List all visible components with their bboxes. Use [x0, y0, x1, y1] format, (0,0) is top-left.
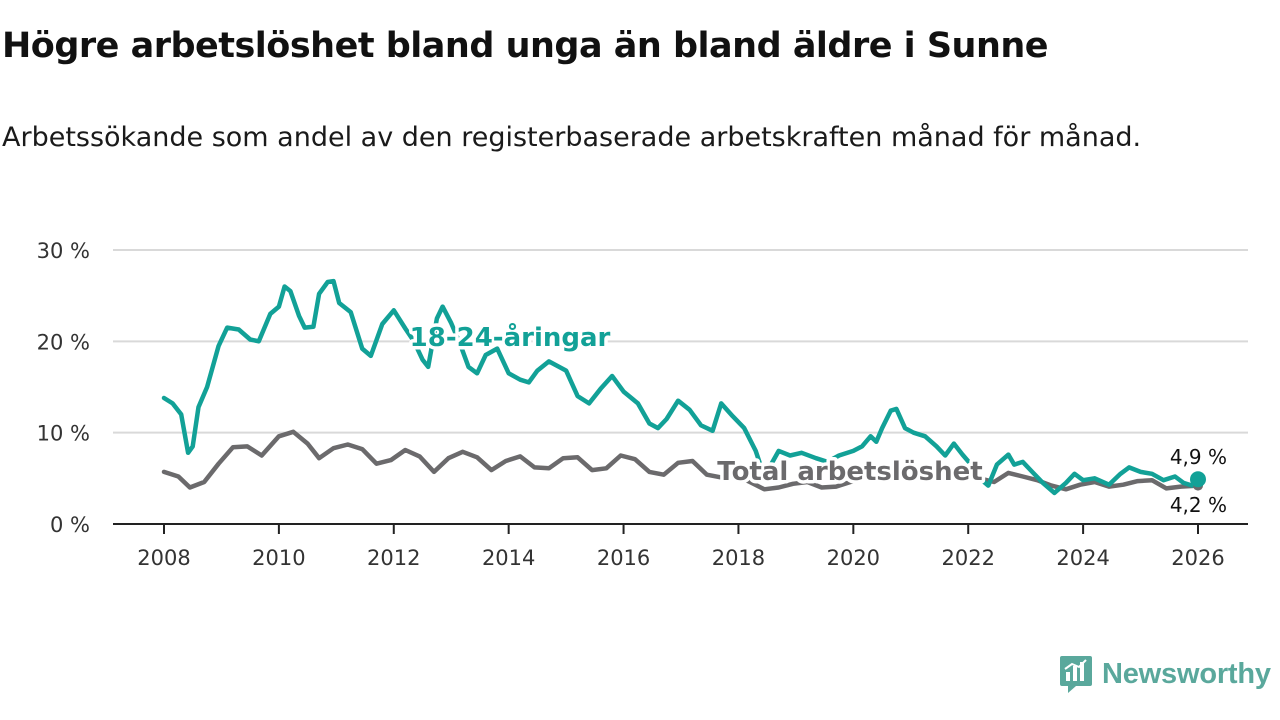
end-marker-youth [1190, 471, 1206, 488]
x-tick-label: 2018 [712, 546, 765, 570]
y-tick-label: 0 % [50, 513, 90, 537]
series-line-youth [161, 278, 1201, 496]
chart-subtitle: Arbetssökande som andel av den registerb… [2, 122, 1142, 153]
x-tick-label: 2016 [597, 546, 650, 570]
y-tick-label: 10 % [37, 422, 90, 446]
series-label-youth: 18-24-åringar [410, 321, 611, 353]
series-lines [161, 278, 1201, 496]
axis-ticks: 0 % 10 % 20 % 30 % 2008 2010 2012 2014 2016 2018 2… [37, 239, 1248, 570]
y-tick-label: 20 % [37, 330, 90, 354]
x-tick-label: 2012 [367, 546, 420, 570]
series-labels: 18-24-åringar Total arbetslöshet 4,9 % 4,2 … [406, 318, 1229, 520]
end-value-total: 4,2 % [1170, 493, 1227, 517]
x-tick-label: 2026 [1171, 546, 1224, 570]
x-tick-label: 2020 [827, 546, 880, 570]
end-value-youth: 4,9 % [1170, 445, 1227, 469]
brand-name: Newsworthy [1102, 657, 1271, 690]
x-tick-label: 2022 [941, 546, 994, 570]
series-label-total: Total arbetslöshet [717, 457, 982, 487]
newsworthy-logo: Newsworthy [1058, 654, 1271, 694]
x-tick-label: 2010 [252, 546, 305, 570]
x-tick-label: 2024 [1056, 546, 1109, 570]
newsworthy-logo-icon [1060, 656, 1092, 693]
series-line-total [161, 429, 1201, 492]
x-tick-label: 2008 [137, 546, 190, 570]
gridlines [113, 249, 1248, 434]
chart-title: Högre arbetslöshet bland unga än bland ä… [2, 26, 1049, 66]
y-tick-label: 30 % [37, 239, 90, 263]
x-tick-label: 2014 [482, 546, 535, 570]
